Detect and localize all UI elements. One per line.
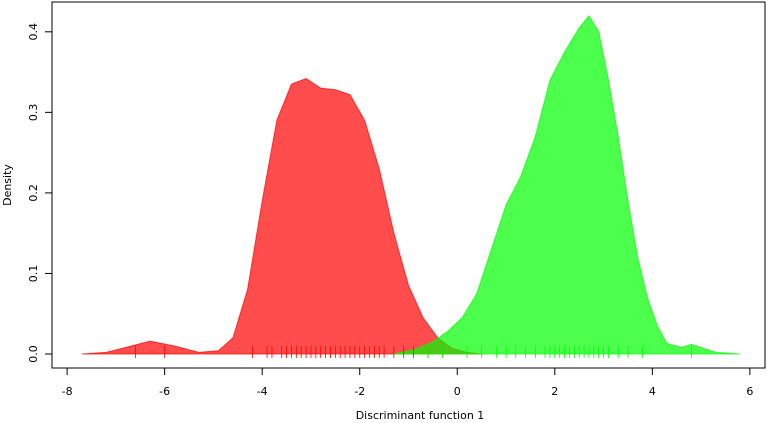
x-tick-label: 2	[551, 385, 558, 398]
x-axis-label: Discriminant function 1	[356, 409, 485, 422]
y-axis-label: Density	[1, 164, 14, 206]
density-area	[393, 14, 741, 355]
y-tick-label: 0.2	[27, 184, 40, 202]
x-tick-label: -2	[354, 385, 365, 398]
x-tick-label: 4	[649, 385, 656, 398]
x-tick-label: 6	[746, 385, 753, 398]
y-tick-label: 0.0	[27, 345, 40, 363]
y-tick-label: 0.3	[27, 104, 40, 122]
x-tick-label: -4	[257, 385, 268, 398]
density-area	[81, 77, 482, 355]
y-tick-label: 0.1	[27, 265, 40, 283]
y-tick-label: 0.4	[27, 23, 40, 41]
x-tick-label: -8	[62, 385, 73, 398]
x-tick-label: -6	[159, 385, 170, 398]
x-tick-label: 0	[454, 385, 461, 398]
